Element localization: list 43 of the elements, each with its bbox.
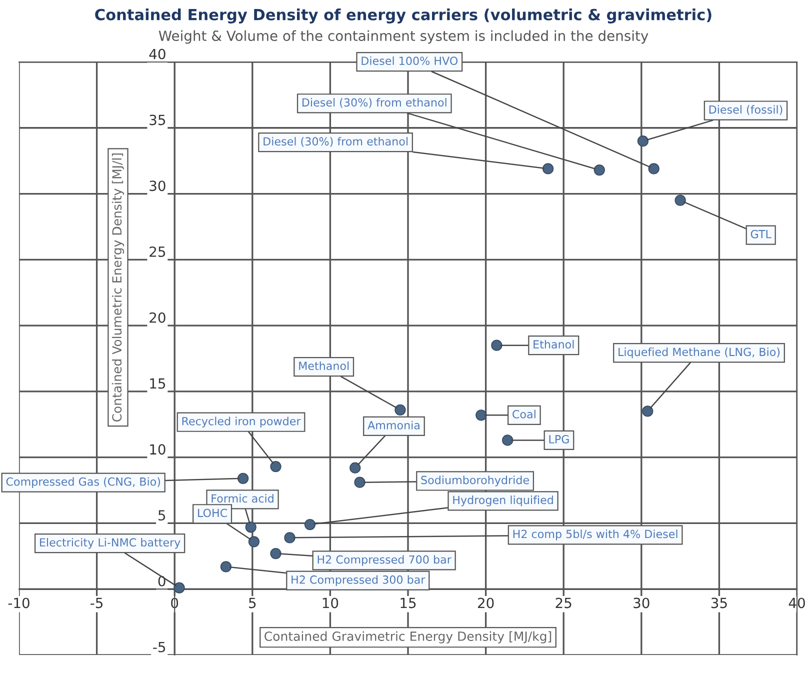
annotation: Formic acid — [212, 494, 274, 503]
chart-subtitle: Weight & Volume of the containment system is included in the density — [158, 30, 648, 44]
y-tick-label: 30 — [150, 180, 166, 192]
annotation: Diesel (30%) from ethanol — [264, 136, 408, 147]
y-tick-label: 5 — [158, 510, 166, 521]
x-tick-label: 10 — [322, 598, 338, 608]
y-tick-label: 40 — [149, 48, 166, 60]
annotation: Methanol — [299, 361, 349, 370]
annotation: LPG — [549, 435, 569, 444]
annotation: LOHC — [198, 508, 228, 518]
annotation: Coal — [512, 410, 536, 418]
annotation: Sodiumborohydride — [421, 476, 529, 486]
x-tick-label: 5 — [249, 598, 256, 608]
x-tick-label: 35 — [711, 598, 727, 608]
x-tick-label: 20 — [478, 598, 494, 608]
x-tick-label: -10 — [8, 598, 30, 608]
x-tick-label: 30 — [634, 598, 650, 608]
x-axis-title: Contained Gravimetric Energy Density [MJ/kg] — [264, 631, 552, 644]
annotation: Electricity Li-NMC battery — [40, 538, 180, 549]
annotation: Hydrogen liquified — [453, 496, 553, 506]
annotation: Diesel (30%) from ethanol — [302, 98, 446, 108]
x-tick-label: -5 — [90, 598, 103, 608]
y-tick-label: 20 — [150, 312, 166, 323]
annotation: H2 Compressed 700 bar — [318, 555, 452, 566]
annotation: Liquefied Methane (LNG, Bio) — [618, 348, 780, 358]
x-tick-label: 25 — [556, 598, 572, 608]
annotation: Ammonia — [368, 420, 420, 430]
y-tick-label: 10 — [150, 444, 166, 455]
y-tick-label: -5 — [153, 642, 166, 652]
y-axis-title: Contained Volumetric Energy Density [MJ/l] — [112, 153, 124, 422]
x-tick-label: 15 — [400, 598, 416, 608]
y-tick-label: 15 — [150, 378, 166, 389]
annotation: Recycled iron powder — [182, 416, 301, 428]
annotation: H2 comp 5bl/s with 4% Diesel — [513, 530, 678, 540]
annotation: Compressed Gas (CNG, Bio) — [6, 477, 160, 488]
annotation: Diesel 100% HVO — [362, 56, 458, 66]
y-tick-label: 25 — [150, 246, 166, 257]
annotation: Ethanol — [534, 340, 574, 349]
annotation: Diesel (fossil) — [709, 105, 782, 116]
annotation: H2 Compressed 300 bar — [292, 575, 426, 586]
annotation: GTL — [750, 230, 772, 238]
y-tick-label: 35 — [150, 114, 166, 126]
chart-title: Contained Energy Density of energy carriers (volumetric & gravimetric) — [95, 8, 712, 24]
